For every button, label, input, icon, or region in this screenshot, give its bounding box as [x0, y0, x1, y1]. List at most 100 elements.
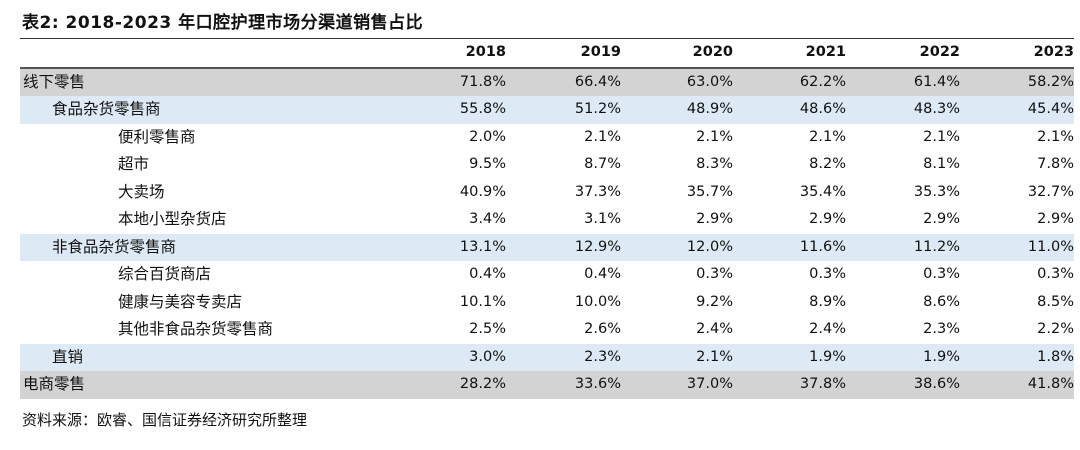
table-cell: 9.2% [696, 293, 733, 310]
table-cell: 2.9% [696, 211, 733, 227]
row-label: 健康与美容专卖店 [118, 292, 243, 311]
table-cell: 35.3% [913, 183, 960, 200]
table-row-health-beauty-stores: 健康与美容专卖店 10.1% 10.0% 9.2% 8.9% 8.6% 8.5% [20, 289, 1074, 317]
table-cell: 13.1% [459, 238, 506, 255]
table-cell: 10.1% [459, 293, 506, 310]
table-cell: 2.4% [809, 321, 846, 337]
table-cell: 66.4% [574, 73, 621, 90]
row-label: 食品杂货零售商 [52, 100, 161, 118]
column-header: 2023 [1033, 44, 1074, 60]
table-row-general-merchandise-stores: 综合百货商店 0.4% 0.4% 0.3% 0.3% 0.3% 0.3% [20, 261, 1074, 289]
table-row-hypermarkets: 大卖场 40.9% 37.3% 35.7% 35.4% 35.3% 32.7% [20, 179, 1074, 207]
table-cell: 2.9% [1037, 211, 1074, 227]
table-row-small-local-grocers: 本地小型杂货店 3.4% 3.1% 2.9% 2.9% 2.9% 2.9% [20, 206, 1074, 234]
table-cell: 58.2% [1027, 73, 1074, 90]
table-cell: 48.6% [799, 101, 846, 117]
column-header: 2019 [580, 44, 621, 60]
row-label: 本地小型杂货店 [118, 210, 227, 228]
table-cell: 0.4% [584, 266, 621, 282]
column-header: 2018 [465, 44, 506, 60]
row-label: 其他非食品杂货零售商 [118, 320, 274, 338]
table-cell: 55.8% [459, 101, 506, 117]
table-row-direct-selling: 直销 3.0% 2.3% 2.1% 1.9% 1.9% 1.8% [20, 343, 1074, 371]
table-cell: 2.2% [1037, 321, 1074, 337]
table-cell: 0.3% [696, 266, 733, 282]
table-cell: 2.1% [1037, 128, 1074, 145]
table-cell: 3.4% [469, 211, 506, 227]
table-cell: 35.4% [799, 183, 846, 200]
table-cell: 45.4% [1027, 101, 1074, 117]
table-cell: 2.6% [584, 321, 621, 337]
table-cell: 2.1% [923, 128, 960, 145]
table-cell: 2.1% [584, 128, 621, 145]
table-cell: 12.0% [686, 238, 733, 255]
table-cell: 32.7% [1027, 183, 1074, 200]
table-cell: 0.3% [809, 266, 846, 282]
table-cell: 1.9% [809, 348, 846, 365]
table-cell: 2.3% [584, 348, 621, 365]
table-cell: 2.5% [469, 321, 506, 337]
table-cell: 28.2% [459, 376, 506, 392]
row-label: 直销 [52, 347, 84, 366]
table-cell: 8.7% [584, 156, 621, 172]
row-label: 非食品杂货零售商 [52, 237, 177, 256]
table-cell: 1.8% [1037, 348, 1074, 365]
row-label: 综合百货商店 [118, 265, 212, 283]
table-cell: 37.0% [686, 376, 733, 392]
table-cell: 0.4% [469, 266, 506, 282]
table-cell: 11.6% [799, 238, 846, 255]
table-cell: 8.1% [923, 156, 960, 172]
table-cell: 37.8% [799, 376, 846, 392]
table-cell: 63.0% [686, 73, 733, 90]
table-cell: 8.6% [923, 293, 960, 310]
table-cell: 7.8% [1037, 156, 1074, 172]
table-cell: 11.2% [913, 238, 960, 255]
column-header: 2020 [692, 44, 733, 60]
table-cell: 3.0% [469, 348, 506, 365]
table-cell: 38.6% [913, 376, 960, 392]
table-cell: 1.9% [923, 348, 960, 365]
table-cell: 8.3% [696, 156, 733, 172]
row-label: 大卖场 [118, 182, 165, 201]
table-row-e-commerce: 电商零售 28.2% 33.6% 37.0% 37.8% 38.6% 41.8% [20, 371, 1074, 399]
row-label: 线下零售 [23, 72, 86, 91]
table-row-non-grocery-retailers: 非食品杂货零售商 13.1% 12.9% 12.0% 11.6% 11.2% 1… [20, 233, 1074, 261]
table-cell: 2.0% [469, 128, 506, 145]
table-row-offline-retail: 线下零售 71.8% 66.4% 63.0% 62.2% 61.4% 58.2% [20, 68, 1074, 96]
table-row-grocery-retailers: 食品杂货零售商 55.8% 51.2% 48.9% 48.6% 48.3% 45… [20, 96, 1074, 124]
table-cell: 48.3% [913, 101, 960, 117]
column-header: 2021 [805, 44, 846, 60]
table-cell: 2.9% [809, 211, 846, 227]
table-row-other-non-grocery-retailers: 其他非食品杂货零售商 2.5% 2.6% 2.4% 2.4% 2.3% 2.2% [20, 316, 1074, 344]
table-cell: 8.5% [1037, 293, 1074, 310]
table-cell: 40.9% [459, 183, 506, 200]
row-label: 电商零售 [23, 375, 86, 393]
table-row-convenience-stores: 便利零售商 2.0% 2.1% 2.1% 2.1% 2.1% 2.1% [20, 124, 1074, 152]
table-cell: 37.3% [574, 183, 621, 200]
table-cell: 61.4% [913, 73, 960, 90]
table-cell: 10.0% [574, 293, 621, 310]
table-cell: 11.0% [1027, 238, 1074, 255]
table-cell: 33.6% [574, 376, 621, 392]
table-cell: 62.2% [799, 73, 846, 90]
table-cell: 0.3% [1037, 266, 1074, 282]
table-cell: 51.2% [574, 101, 621, 117]
table-header-row: 2018 2019 2020 2021 2022 2023 [20, 39, 1074, 69]
table-cell: 2.1% [696, 348, 733, 365]
table-cell: 8.2% [809, 156, 846, 172]
table-cell: 9.5% [469, 156, 506, 172]
table-cell: 2.4% [696, 321, 733, 337]
table-cell: 71.8% [459, 73, 506, 90]
table-cell: 2.1% [809, 128, 846, 145]
row-label: 超市 [118, 155, 150, 173]
table-cell: 2.3% [923, 321, 960, 337]
column-header: 2022 [919, 44, 960, 60]
source-note: 资料来源：欧睿、国信证券经济研究所整理 [22, 411, 308, 429]
row-label: 便利零售商 [118, 127, 196, 146]
table-cell: 8.9% [809, 293, 846, 310]
table-row-supermarkets: 超市 9.5% 8.7% 8.3% 8.2% 8.1% 7.8% [20, 151, 1074, 179]
table-cell: 3.1% [584, 211, 621, 227]
table-cell: 2.9% [923, 211, 960, 227]
sales-channel-table: 2018 2019 2020 2021 2022 2023 线下零售 71.8%… [20, 38, 1074, 399]
